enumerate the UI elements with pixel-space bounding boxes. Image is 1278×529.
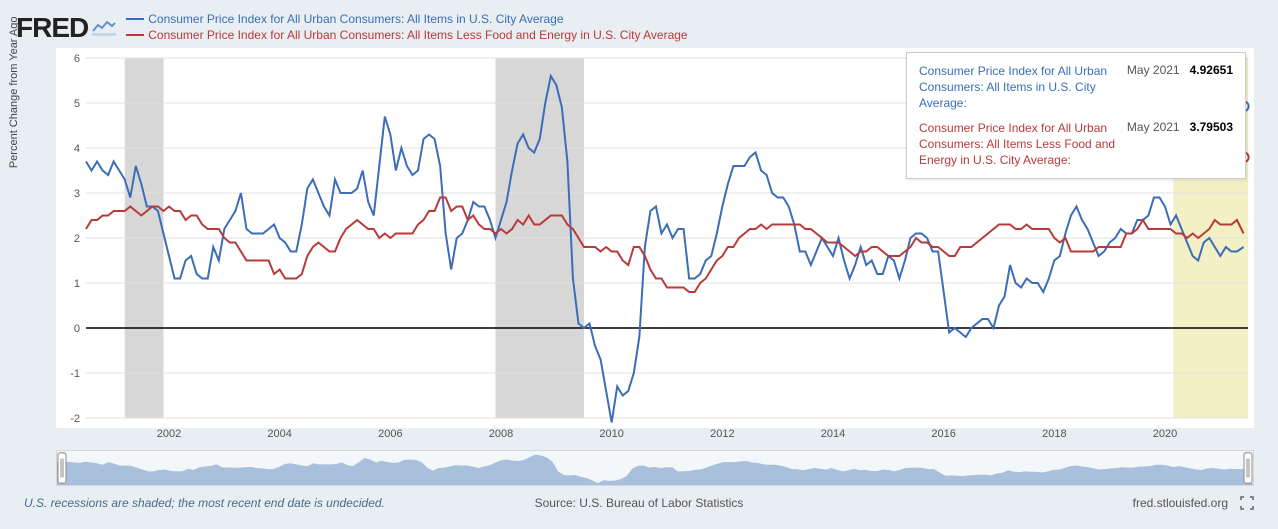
legend-line-1 <box>126 18 144 20</box>
x-tick-label: 2020 <box>1153 428 1177 440</box>
main-chart[interactable]: Percent Change from Year Ago -2-10123456… <box>56 48 1254 428</box>
logo-chart-icon <box>92 19 116 37</box>
chart-footer: U.S. recessions are shaded; the most rec… <box>24 496 1254 510</box>
legend-item-2[interactable]: Consumer Price Index for All Urban Consu… <box>126 28 687 42</box>
svg-text:4: 4 <box>74 143 80 155</box>
legend-line-2 <box>126 34 144 36</box>
footer-source: Source: U.S. Bureau of Labor Statistics <box>434 496 844 510</box>
x-tick-label: 2016 <box>931 428 955 440</box>
legend-label-1: Consumer Price Index for All Urban Consu… <box>148 12 563 26</box>
chart-header: FRED Consumer Price Index for All Urban … <box>8 8 1270 44</box>
chart-tooltip: Consumer Price Index for All Urban Consu… <box>906 52 1246 179</box>
x-tick-label: 2018 <box>1042 428 1066 440</box>
logo-text: FRED <box>16 12 88 44</box>
svg-text:3: 3 <box>74 188 80 200</box>
mini-chart-svg <box>57 451 1253 485</box>
fred-chart-container: FRED Consumer Price Index for All Urban … <box>8 8 1270 521</box>
x-tick-label: 2010 <box>599 428 623 440</box>
svg-text:1: 1 <box>74 278 80 290</box>
svg-text:5: 5 <box>74 98 80 110</box>
legend-item-1[interactable]: Consumer Price Index for All Urban Consu… <box>126 12 687 26</box>
tooltip-label-2: Consumer Price Index for All Urban Consu… <box>919 120 1127 169</box>
tooltip-value-2: 3.79503 <box>1190 120 1233 134</box>
range-selector[interactable] <box>56 450 1254 486</box>
svg-text:0: 0 <box>74 323 80 335</box>
tooltip-label-1: Consumer Price Index for All Urban Consu… <box>919 63 1127 112</box>
tooltip-date-1: May 2021 <box>1127 63 1180 77</box>
svg-text:-2: -2 <box>70 413 80 425</box>
tooltip-row-1: Consumer Price Index for All Urban Consu… <box>919 63 1233 112</box>
x-tick-label: 2004 <box>267 428 291 440</box>
x-tick-label: 2014 <box>821 428 845 440</box>
footer-attribution: fred.stlouisfed.org <box>1133 496 1228 510</box>
svg-text:-1: -1 <box>70 368 80 380</box>
fred-logo[interactable]: FRED <box>16 12 116 44</box>
x-axis-ticks: 2002 2004 2006 2008 2010 2012 2014 2016 2018 2020 <box>56 428 1254 444</box>
chart-legend: Consumer Price Index for All Urban Consu… <box>126 12 687 44</box>
tooltip-date-2: May 2021 <box>1127 120 1180 134</box>
x-tick-label: 2012 <box>710 428 734 440</box>
tooltip-row-2: Consumer Price Index for All Urban Consu… <box>919 120 1233 169</box>
tooltip-value-1: 4.92651 <box>1190 63 1233 77</box>
y-axis-label: Percent Change from Year Ago <box>8 16 20 168</box>
svg-text:6: 6 <box>74 53 80 65</box>
x-tick-label: 2008 <box>489 428 513 440</box>
fullscreen-icon[interactable] <box>1240 496 1254 510</box>
footer-recession-note: U.S. recessions are shaded; the most rec… <box>24 496 434 510</box>
x-tick-label: 2006 <box>378 428 402 440</box>
svg-text:2: 2 <box>74 233 80 245</box>
x-tick-label: 2002 <box>157 428 181 440</box>
legend-label-2: Consumer Price Index for All Urban Consu… <box>148 28 687 42</box>
